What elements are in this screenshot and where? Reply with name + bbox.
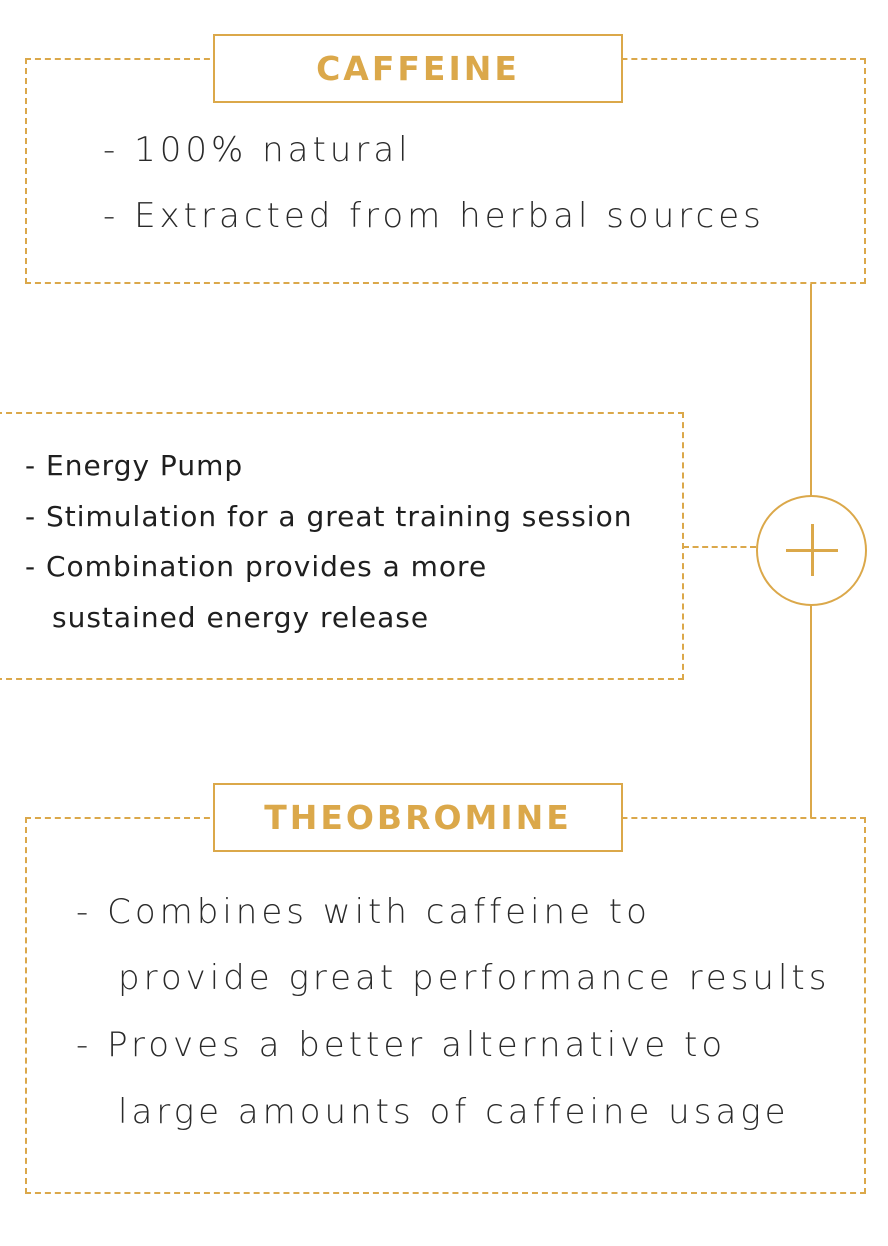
theobromine-item-4: large amounts of caffeine usage <box>118 1092 790 1132</box>
theobromine-panel <box>25 817 866 1194</box>
plus-circle <box>756 495 867 606</box>
benefit-item-2: - Stimulation for a great training sessi… <box>25 500 633 533</box>
theobromine-item-2: provide great performance results <box>118 958 831 998</box>
theobromine-item-3: - Proves a better alternative to <box>76 1025 727 1065</box>
benefits-connector <box>683 546 756 548</box>
connector-line-top <box>810 284 812 496</box>
theobromine-item-1: - Combines with caffeine to <box>76 892 651 932</box>
benefit-item-3: - Combination provides a more <box>25 550 488 583</box>
caffeine-item-1: - 100% natural <box>103 130 412 170</box>
benefit-item-1: - Energy Pump <box>25 449 244 482</box>
connector-line-bottom <box>810 605 812 818</box>
caffeine-title: CAFFEINE <box>213 34 623 103</box>
theobromine-title: THEOBROMINE <box>213 783 623 852</box>
benefit-item-4: sustained energy release <box>52 601 430 634</box>
caffeine-item-2: - Extracted from herbal sources <box>103 196 765 236</box>
benefits-panel <box>0 412 684 680</box>
